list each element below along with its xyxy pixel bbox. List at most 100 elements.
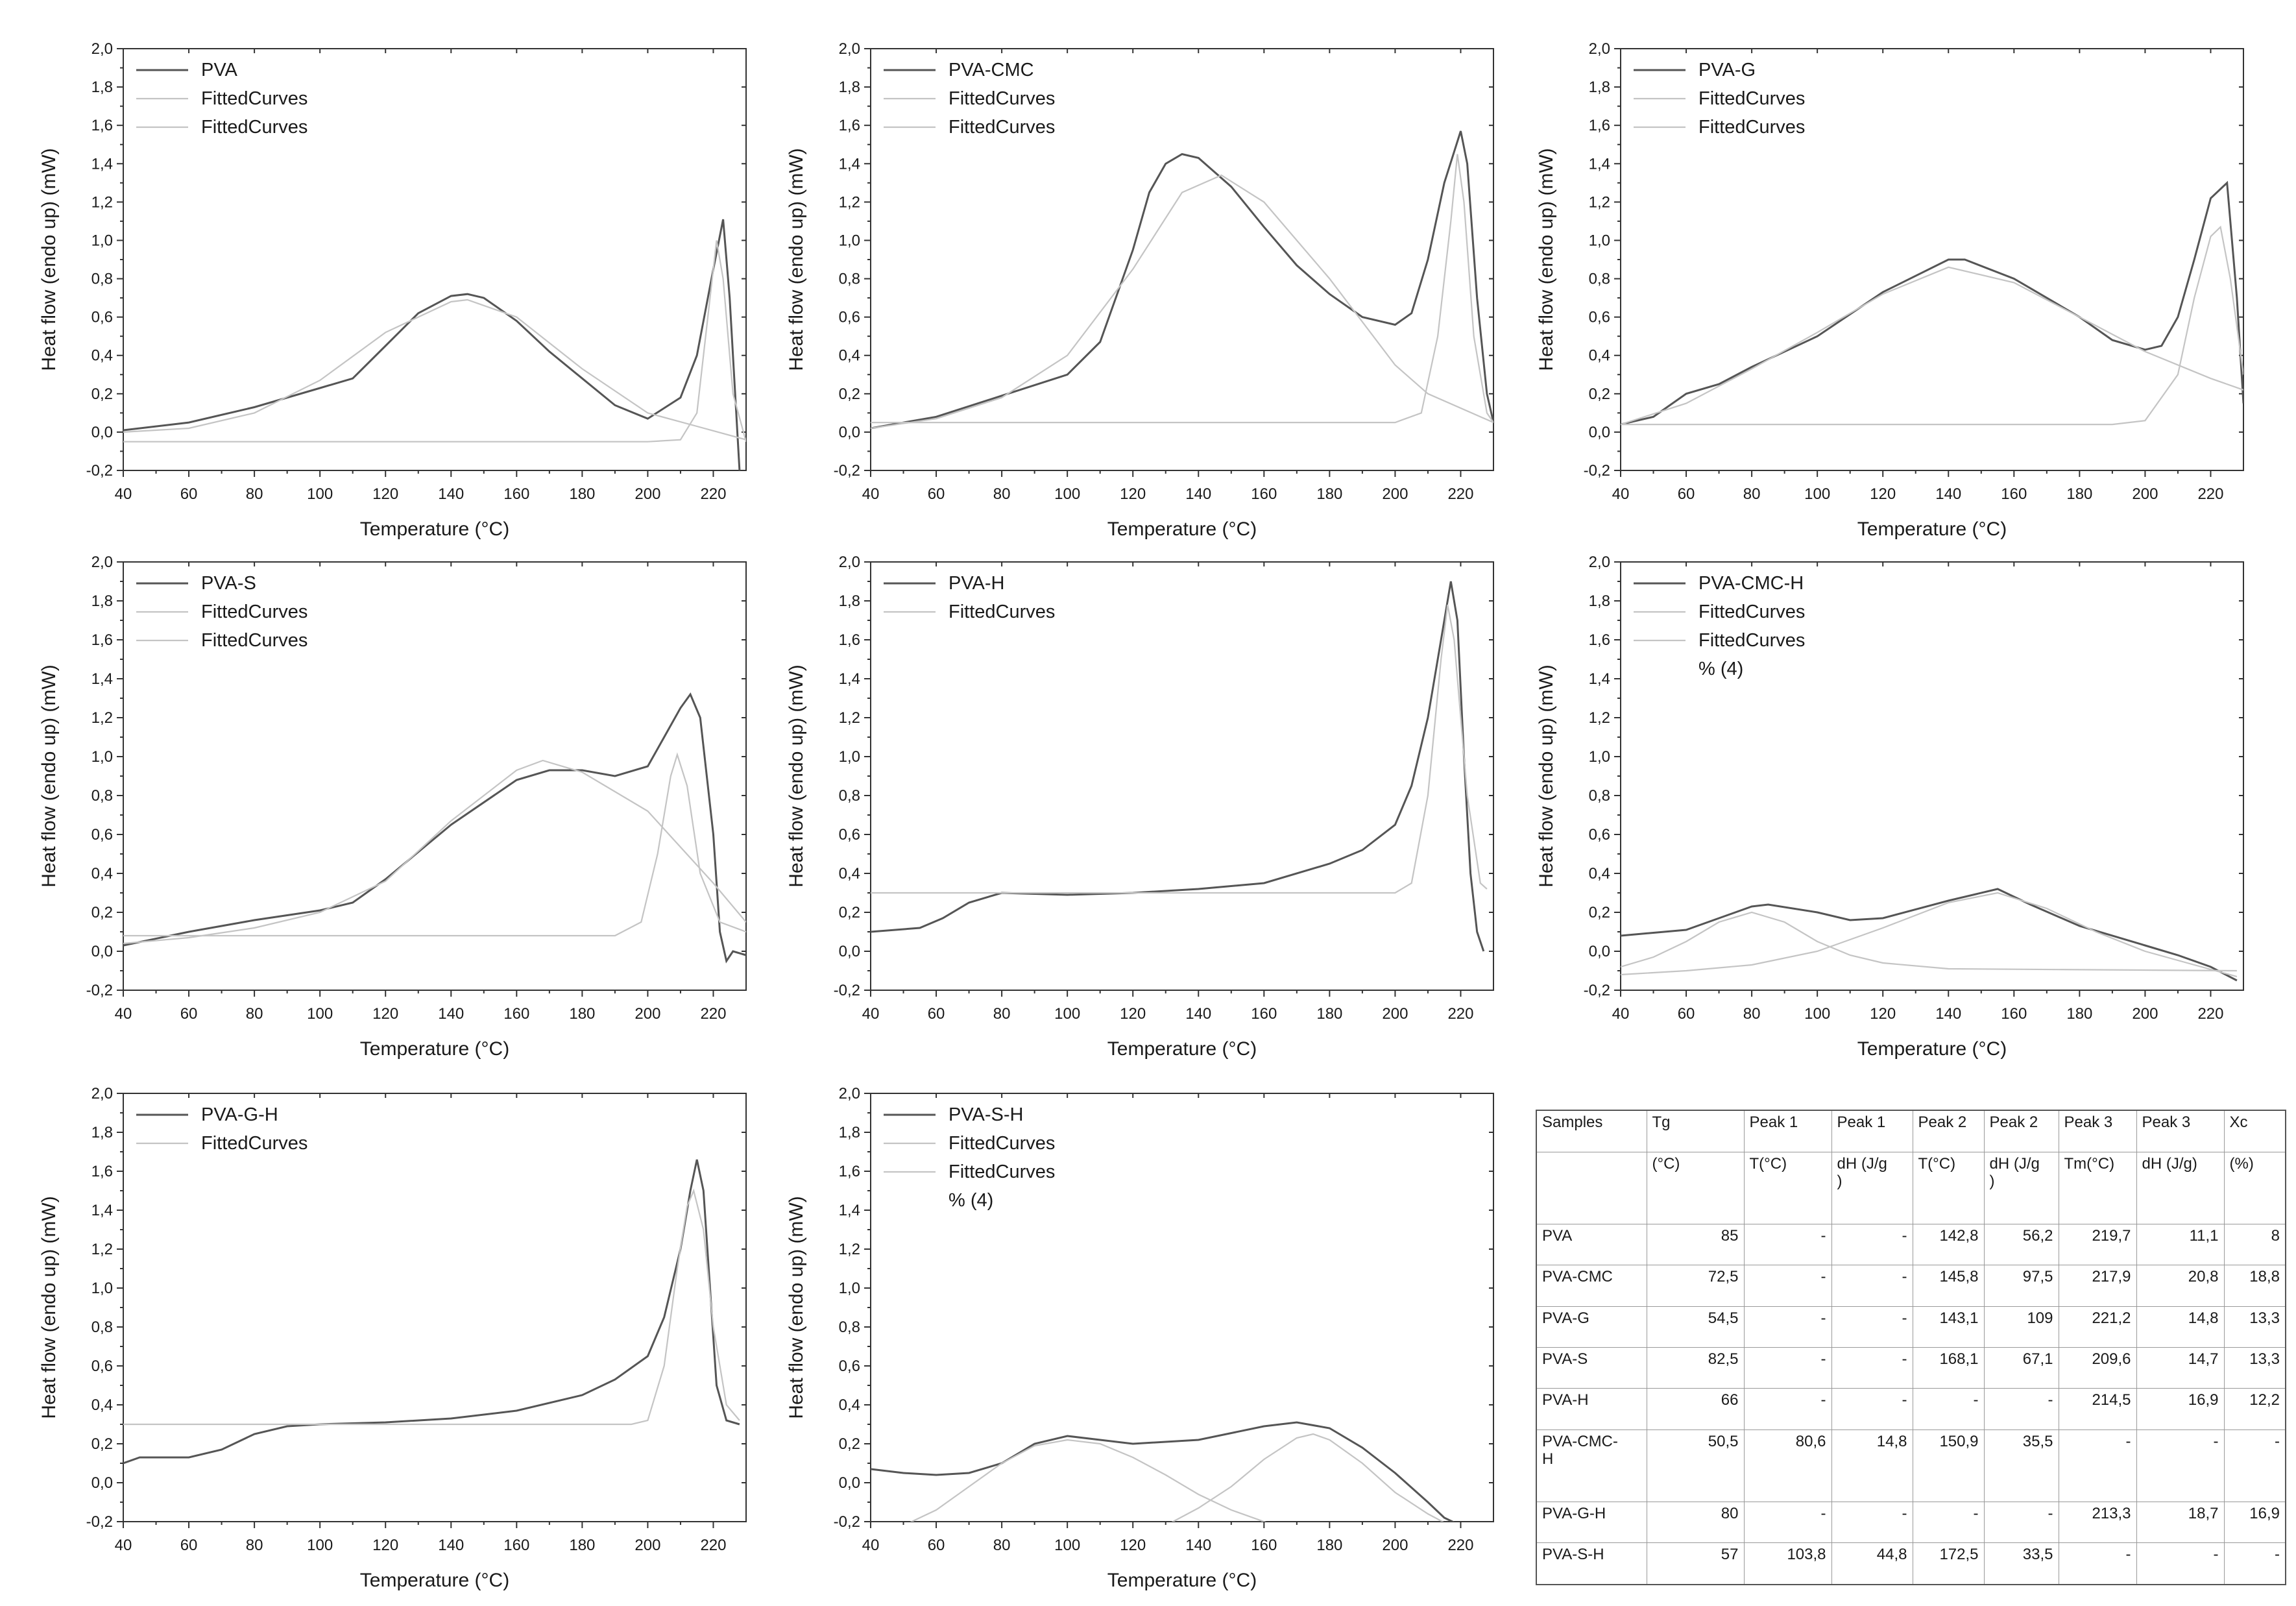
x-tick-label: 140 bbox=[1935, 485, 1961, 503]
x-tick-label: 200 bbox=[634, 1005, 660, 1023]
table-cell: PVA-CMC- H bbox=[1536, 1430, 1647, 1502]
x-tick-label: 40 bbox=[115, 485, 132, 503]
x-tick-label: 80 bbox=[246, 1005, 263, 1023]
x-tick-label: 220 bbox=[1447, 1537, 1473, 1554]
table-cell: - bbox=[2224, 1542, 2286, 1585]
y-tick-label: 2,0 bbox=[91, 1085, 113, 1102]
y-axis-title: Heat flow (endo up) (mW) bbox=[1536, 148, 1557, 371]
x-tick-label: 180 bbox=[569, 485, 595, 503]
y-tick-label: 0,4 bbox=[839, 347, 860, 365]
table-cell: 33,5 bbox=[1984, 1542, 2059, 1585]
chart-pva-s-h: 2,0 1,8 1,6 1,4 1,2 1,0 0,8 0,6 0,4 0,2 0,0 -0,240 6… bbox=[786, 1085, 1494, 1591]
table-cell: - bbox=[1831, 1224, 1913, 1266]
x-tick-label: 140 bbox=[1185, 1005, 1211, 1023]
legend-label: FittedCurves bbox=[949, 602, 1055, 622]
table-cell: - bbox=[1831, 1347, 1913, 1389]
y-tick-label: -0,2 bbox=[86, 982, 113, 999]
y-tick-label: 0,2 bbox=[91, 904, 113, 921]
y-tick-label: 0,8 bbox=[839, 271, 860, 288]
table-cell: dH (J/g) bbox=[2136, 1152, 2225, 1224]
series-measured bbox=[123, 1159, 740, 1465]
table-cell: - bbox=[1913, 1502, 1985, 1544]
table-cell: (°C) bbox=[1647, 1152, 1745, 1224]
y-tick-label: 0,6 bbox=[91, 826, 113, 844]
series-fitted-1 bbox=[871, 174, 1493, 430]
y-tick-label: 1,6 bbox=[91, 1163, 113, 1180]
y-tick-label: 1,8 bbox=[91, 1124, 113, 1141]
table-cell: 44,8 bbox=[1831, 1542, 1913, 1585]
x-tick-label: 100 bbox=[1804, 1005, 1830, 1023]
y-axis-title: Heat flow (endo up) (mW) bbox=[1536, 664, 1557, 887]
table-row: PVA 85- -142,8 56,2 219,7 11,1 8 bbox=[1536, 1224, 2286, 1266]
legend-label: PVA bbox=[201, 60, 238, 80]
x-axis-title: Temperature (°C) bbox=[1857, 518, 2007, 540]
table-cell: 16,9 bbox=[2136, 1388, 2225, 1430]
y-axis-title: Heat flow (endo up) (mW) bbox=[786, 148, 807, 371]
table-cell: - bbox=[1744, 1306, 1832, 1348]
y-tick-label: 0,6 bbox=[839, 826, 860, 844]
x-tick-label: 120 bbox=[372, 485, 398, 503]
y-tick-label: 1,2 bbox=[1589, 709, 1610, 727]
series-measured bbox=[1621, 180, 2243, 426]
table-cell: PVA-S-H bbox=[1536, 1542, 1647, 1585]
y-tick-label: 1,4 bbox=[91, 1202, 113, 1219]
series-fitted-1 bbox=[871, 604, 1488, 894]
table-cell: 213,3 bbox=[2059, 1502, 2137, 1544]
x-axis-title: Temperature (°C) bbox=[1107, 518, 1257, 540]
y-tick-label: 1,8 bbox=[1589, 79, 1610, 96]
table-cell: dH (J/g) bbox=[1831, 1152, 1913, 1224]
y-tick-label: 2,0 bbox=[839, 40, 860, 58]
x-tick-label: 80 bbox=[1743, 1005, 1761, 1023]
y-tick-label: 0,0 bbox=[839, 424, 860, 441]
x-tick-label: 200 bbox=[2132, 485, 2158, 503]
y-tick-label: 0,8 bbox=[91, 1319, 113, 1336]
legend-label: PVA-CMC bbox=[949, 60, 1034, 80]
x-tick-label: 160 bbox=[1251, 1537, 1277, 1554]
table-cell: 13,3 bbox=[2224, 1306, 2286, 1348]
table-cell: 18,7 bbox=[2136, 1502, 2225, 1544]
y-tick-label: 0,2 bbox=[91, 385, 113, 403]
x-tick-label: 220 bbox=[2197, 1005, 2223, 1023]
legend-label: PVA-H bbox=[949, 573, 1004, 594]
y-tick-label: 1,0 bbox=[91, 1280, 113, 1297]
y-tick-label: 0,2 bbox=[1589, 385, 1610, 403]
y-axis-title: Heat flow (endo up) (mW) bbox=[786, 1196, 807, 1418]
table-cell: 97,5 bbox=[1984, 1265, 2059, 1307]
table-cell: PVA-S bbox=[1536, 1347, 1647, 1389]
table-cell: 221,2 bbox=[2059, 1306, 2137, 1348]
x-tick-label: 220 bbox=[1447, 485, 1473, 503]
table-row: PVA-H 66- - - -214,5 16,9 12,2 bbox=[1536, 1388, 2286, 1430]
legend-label: FittedCurves bbox=[1698, 602, 1805, 622]
series-fitted-2 bbox=[123, 240, 746, 443]
y-tick-label: 0,4 bbox=[1589, 865, 1610, 882]
x-tick-label: 220 bbox=[700, 485, 726, 503]
table-cell: T(°C) bbox=[1913, 1152, 1985, 1224]
y-tick-label: 1,4 bbox=[839, 155, 860, 173]
table-cell: 72,5 bbox=[1647, 1265, 1745, 1307]
chart-pva-g: 2,0 1,8 1,6 1,4 1,2 1,0 0,8 0,6 0,4 0,2 0,0 -0,240 6… bbox=[1536, 40, 2244, 540]
y-tick-label: 1,0 bbox=[839, 1280, 860, 1297]
table-cell: - bbox=[1831, 1388, 1913, 1430]
y-tick-label: 0,4 bbox=[91, 865, 113, 882]
x-tick-label: 120 bbox=[1120, 485, 1146, 503]
y-tick-label: 1,4 bbox=[839, 1202, 860, 1219]
series-fitted-2 bbox=[1621, 892, 2238, 978]
x-tick-label: 200 bbox=[1382, 1537, 1408, 1554]
plot-frame bbox=[1620, 561, 2244, 991]
y-tick-label: 1,0 bbox=[839, 748, 860, 766]
table-cell: - bbox=[1984, 1502, 2059, 1544]
x-tick-label: 120 bbox=[372, 1005, 398, 1023]
table-cell: Peak 1 bbox=[1744, 1110, 1832, 1152]
table-row: PVA-S-H 57 103,8 44,8 172,5 33,5- - - bbox=[1536, 1542, 2286, 1585]
y-tick-label: 0,6 bbox=[839, 1357, 860, 1375]
table-cell: - bbox=[1744, 1224, 1832, 1266]
x-tick-label: 160 bbox=[2001, 485, 2027, 503]
table-cell: 56,2 bbox=[1984, 1224, 2059, 1266]
legend-label: FittedCurves bbox=[1698, 88, 1805, 109]
x-tick-label: 140 bbox=[1185, 1537, 1211, 1554]
x-tick-label: 200 bbox=[634, 485, 660, 503]
y-tick-label: 0,8 bbox=[839, 1319, 860, 1336]
series-fitted-2 bbox=[871, 154, 1493, 424]
x-tick-label: 120 bbox=[372, 1537, 398, 1554]
y-tick-label: 0,0 bbox=[1589, 424, 1610, 441]
